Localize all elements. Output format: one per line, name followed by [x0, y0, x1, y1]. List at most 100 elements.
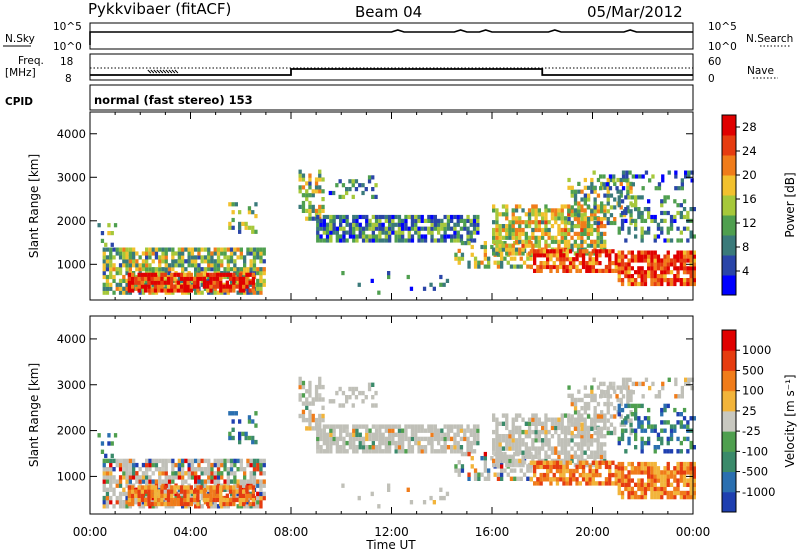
power-cell	[314, 189, 319, 194]
velocity-cell	[603, 414, 607, 419]
power-cell	[223, 290, 227, 295]
power-cell	[503, 256, 507, 261]
power-cell	[388, 222, 392, 227]
power-cell	[167, 290, 172, 295]
velocity-cell	[503, 468, 507, 473]
velocity-cell	[196, 489, 200, 494]
velocity-cell	[167, 483, 172, 488]
power-cell	[128, 259, 132, 264]
velocity-cell	[256, 462, 260, 468]
power-cell	[384, 234, 388, 239]
velocity-cell	[496, 472, 501, 477]
velocity-cell	[102, 471, 106, 476]
power-cell	[505, 235, 509, 240]
power-cell	[673, 278, 677, 283]
velocity-cell	[527, 450, 532, 455]
power-colorbar-swatch	[722, 275, 736, 296]
velocity-cell	[599, 381, 603, 387]
power-cell	[676, 203, 680, 208]
velocity-cell	[439, 495, 443, 501]
velocity-cell	[179, 489, 184, 494]
power-cell	[457, 256, 461, 261]
velocity-cell	[216, 479, 221, 484]
power-cell	[563, 235, 568, 240]
velocity-cell	[536, 464, 540, 470]
velocity-cell	[669, 470, 674, 475]
velocity-cell	[560, 438, 564, 443]
power-cell	[196, 288, 200, 293]
velocity-cell	[259, 495, 263, 501]
velocity-cell	[518, 458, 522, 464]
velocity-cell	[603, 442, 607, 447]
power-cell	[102, 247, 106, 252]
power-cell	[692, 281, 696, 287]
velocity-cell	[573, 406, 578, 411]
velocity-cell	[666, 449, 670, 454]
velocity-cell	[316, 440, 320, 446]
power-cell	[576, 224, 581, 229]
power-cell	[624, 274, 628, 279]
velocity-cell	[243, 475, 247, 480]
power-cell	[570, 235, 574, 240]
power-cell	[388, 214, 392, 220]
power-cell	[453, 222, 457, 227]
power-cell	[115, 286, 119, 291]
velocity-cell	[199, 485, 203, 490]
date-title: 05/Mar/2012	[587, 3, 683, 21]
power-cell	[621, 186, 626, 191]
velocity-cell	[627, 474, 631, 479]
velocity-cell	[641, 381, 645, 387]
power-cell	[514, 216, 519, 221]
velocity-cell	[586, 446, 590, 451]
power-cell	[692, 250, 696, 255]
power-cell	[374, 234, 379, 239]
velocity-cell	[679, 478, 683, 483]
velocity-cell	[660, 494, 664, 500]
power-cell	[161, 259, 165, 264]
power-cell	[410, 218, 415, 223]
power-cell	[361, 226, 366, 231]
power-cell	[509, 264, 514, 269]
velocity-cell	[311, 417, 315, 423]
velocity-cell	[352, 436, 356, 442]
velocity-cell	[348, 436, 353, 442]
velocity-cell	[342, 449, 346, 454]
velocity-cell	[573, 462, 577, 468]
power-cell	[534, 224, 538, 229]
velocity-cell	[244, 431, 248, 437]
velocity-cell	[153, 501, 158, 507]
velocity-cell	[682, 466, 687, 471]
velocity-cell	[608, 472, 612, 478]
power-cell	[521, 231, 525, 236]
power-cell	[496, 260, 501, 265]
power-cell	[137, 272, 141, 277]
velocity-cell	[501, 458, 506, 464]
velocity-cell	[187, 471, 191, 476]
velocity-cell	[472, 436, 477, 442]
power-cell	[679, 230, 683, 235]
power-cell	[669, 226, 674, 231]
power-cell	[361, 238, 366, 243]
power-cell	[692, 234, 696, 239]
power-cell	[151, 247, 155, 252]
velocity-cell	[197, 462, 201, 468]
velocity-cell	[686, 466, 690, 471]
velocity-cell	[371, 395, 375, 400]
velocity-cell	[593, 418, 597, 423]
power-cell	[577, 201, 581, 206]
power-cell	[228, 225, 232, 230]
power-cell	[519, 264, 523, 269]
velocity-cell	[233, 471, 237, 476]
power-cell	[433, 222, 437, 227]
velocity-cell	[587, 414, 591, 419]
power-cell	[248, 272, 252, 277]
velocity-cell	[663, 474, 667, 479]
velocity-cell	[140, 493, 145, 498]
power-cell	[656, 274, 661, 279]
velocity-cell	[446, 424, 451, 429]
velocity-cell	[138, 475, 142, 480]
power-cell	[378, 218, 382, 223]
power-cell	[472, 238, 477, 243]
power-cell	[466, 238, 470, 243]
velocity-cell	[567, 430, 571, 436]
